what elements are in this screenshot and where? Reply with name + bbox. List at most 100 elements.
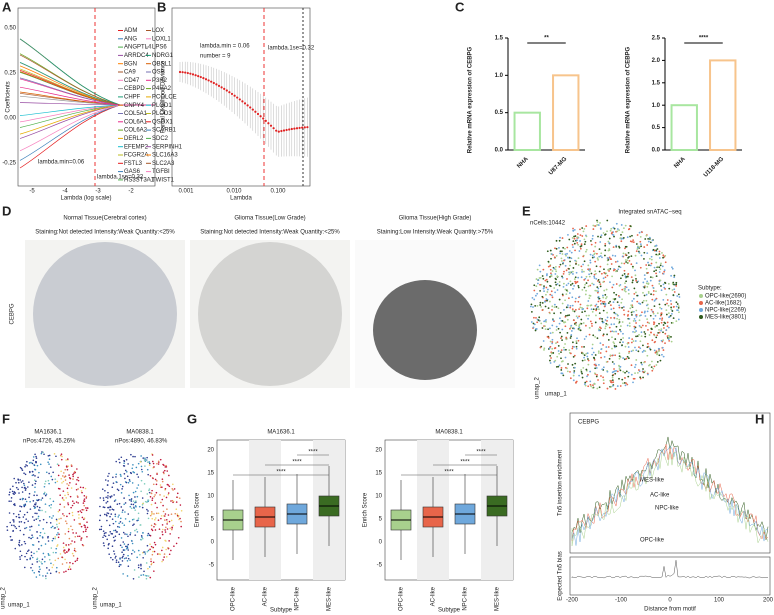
cell-point	[673, 283, 675, 286]
decorations	[6, 7, 771, 596]
tick-label: 10	[375, 494, 382, 500]
cell-point	[606, 333, 608, 336]
dev-point	[295, 127, 299, 130]
cell-point	[676, 303, 679, 305]
cell-point	[569, 352, 572, 355]
cell-point	[37, 509, 40, 511]
cell-point	[37, 540, 40, 543]
cell-point	[649, 363, 651, 366]
cell-point	[612, 234, 615, 237]
cell-point	[58, 571, 61, 574]
cell-point	[42, 528, 45, 530]
cell-point	[128, 499, 131, 501]
cell-point	[126, 559, 129, 562]
cell-point	[120, 456, 123, 459]
cell-point	[624, 224, 627, 227]
cell-point	[535, 278, 538, 280]
cell-point	[608, 242, 611, 244]
cell-point	[163, 469, 166, 472]
dev-point	[241, 100, 244, 103]
bias-line	[571, 560, 769, 579]
cell-point	[80, 539, 82, 541]
cell-point	[634, 254, 637, 257]
cell-point	[113, 550, 115, 552]
cell-point	[561, 253, 564, 255]
cell-point	[666, 321, 669, 324]
cell-point	[15, 527, 18, 530]
cell-point	[615, 330, 617, 333]
cell-point	[586, 355, 589, 358]
cell-point	[569, 337, 572, 339]
cell-point	[574, 276, 577, 279]
cell-point	[558, 298, 561, 301]
cell-point	[67, 530, 70, 533]
axis-label: Distance from motif	[644, 607, 696, 613]
cell-point	[47, 535, 49, 538]
cell-point	[106, 484, 109, 486]
cell-point	[180, 520, 182, 523]
cell-point	[34, 486, 36, 489]
cell-point	[30, 461, 32, 464]
cell-point	[668, 316, 670, 319]
cell-point	[31, 484, 34, 486]
cell-point	[121, 522, 124, 524]
cell-point	[111, 508, 114, 511]
cell-point	[627, 273, 630, 275]
cell-point	[163, 556, 165, 558]
cell-point	[147, 517, 150, 520]
cell-point	[548, 300, 551, 303]
stain-info: Staining:Low Intensity:Weak Quantity:>75…	[377, 230, 494, 236]
cell-point	[15, 481, 17, 484]
cell-point	[665, 293, 668, 296]
tick-label: 100	[714, 598, 725, 604]
cell-point	[583, 238, 586, 241]
cell-point	[597, 224, 600, 226]
cell-point	[72, 478, 74, 480]
cell-point	[35, 457, 38, 459]
cell-point	[25, 518, 28, 520]
cell-point	[658, 347, 661, 350]
cell-point	[172, 524, 174, 527]
cell-point	[662, 331, 664, 334]
cell-point	[49, 466, 52, 468]
cell-point	[656, 334, 659, 337]
cell-point	[57, 528, 60, 530]
cell-point	[546, 280, 549, 283]
cell-point	[621, 378, 624, 381]
tick-label: 10	[207, 494, 214, 500]
cell-point	[122, 549, 125, 551]
cell-point	[616, 260, 619, 263]
cell-point	[601, 256, 603, 259]
cell-point	[168, 474, 170, 477]
cell-point	[596, 252, 598, 255]
cell-point	[648, 236, 651, 239]
cell-point	[672, 294, 675, 296]
cell-point	[73, 502, 75, 505]
cell-point	[115, 481, 118, 483]
cell-point	[662, 355, 665, 358]
cell-point	[8, 512, 11, 514]
cell-point	[538, 264, 541, 267]
cell-point	[659, 306, 661, 309]
cell-point	[653, 266, 656, 269]
cell-point	[73, 472, 75, 474]
cell-point	[152, 460, 154, 463]
cell-point	[546, 299, 548, 302]
cell-point	[636, 300, 639, 303]
cell-point	[604, 319, 607, 321]
cell-point	[631, 338, 634, 340]
legend-entry: ADM	[124, 28, 137, 34]
cell-point	[127, 543, 130, 546]
cell-point	[658, 303, 661, 306]
cell-point	[57, 510, 60, 513]
cell-point	[540, 283, 543, 286]
cell-point	[70, 487, 73, 489]
cell-point	[163, 515, 166, 517]
cell-point	[153, 550, 156, 553]
cell-point	[36, 557, 39, 560]
cell-point	[162, 504, 164, 507]
cell-point	[107, 495, 109, 497]
cell-point	[558, 352, 561, 355]
cell-point	[651, 284, 654, 287]
cell-point	[118, 514, 120, 516]
